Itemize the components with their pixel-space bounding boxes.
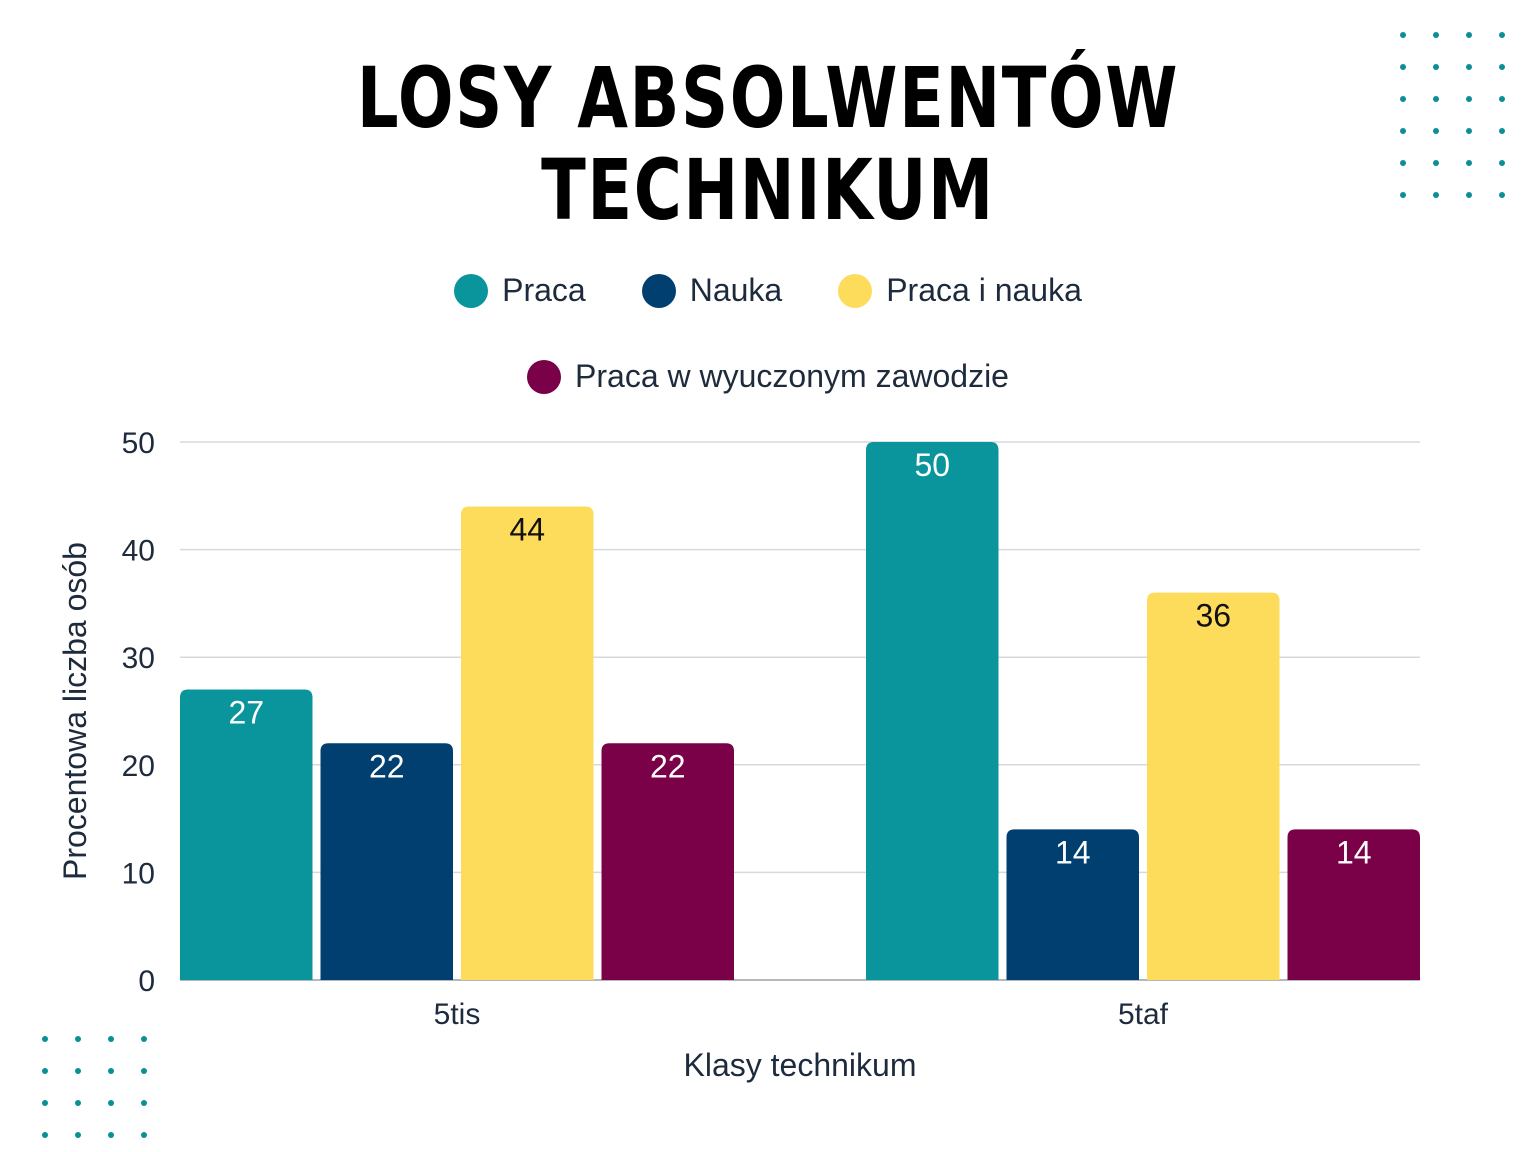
bar-praca-5taf — [866, 442, 999, 980]
decorative-dot — [108, 1132, 114, 1138]
decorative-dot — [1466, 32, 1472, 38]
bar-value-label: 14 — [1055, 834, 1091, 870]
legend-swatch-nauka — [641, 273, 676, 308]
legend-item-nauka: Nauka — [641, 272, 783, 309]
decorative-dot — [1400, 160, 1406, 166]
legend-label-nauka: Nauka — [689, 272, 783, 308]
y-tick-label: 10 — [122, 857, 155, 890]
legend-row-2: Praca w wyuczonym zawodzie — [0, 358, 1536, 395]
decorative-dot — [75, 1036, 81, 1042]
y-tick-label: 30 — [122, 642, 155, 675]
bar-value-label: 27 — [228, 694, 264, 730]
decorative-dot — [1466, 128, 1472, 134]
decorative-dot — [1499, 32, 1505, 38]
bar-praca-i-nauka-5taf — [1147, 592, 1280, 980]
bar-praca-w-wyuczonym-zawodzie-5taf — [1287, 829, 1420, 980]
bar-praca-5tis — [180, 689, 313, 980]
bar-value-label: 50 — [914, 447, 950, 483]
decorative-dot — [1400, 192, 1406, 198]
y-tick-label: 50 — [122, 427, 155, 460]
decorative-dot — [1499, 96, 1505, 102]
legend-label-praca-i-nauka: Praca i nauka — [886, 272, 1082, 308]
decorative-dot — [108, 1068, 114, 1074]
bar-praca-w-wyuczonym-zawodzie-5tis — [601, 743, 734, 980]
decorative-dot — [75, 1132, 81, 1138]
bar-value-label: 22 — [369, 748, 405, 784]
decorative-dot — [108, 1036, 114, 1042]
decorative-dot — [42, 1132, 48, 1138]
decorative-dot — [1499, 192, 1505, 198]
decorative-dot — [42, 1100, 48, 1106]
decorative-dot — [1433, 96, 1439, 102]
decorative-dot — [1400, 128, 1406, 134]
decorative-dot — [1400, 64, 1406, 70]
legend-swatch-praca-i-nauka — [838, 273, 873, 308]
decorative-dot — [141, 1100, 147, 1106]
decorative-dot — [42, 1068, 48, 1074]
chart-title-line-1: LOSY ABSOLWENTÓW — [356, 49, 1180, 147]
decorative-dot — [75, 1068, 81, 1074]
legend-item-praca: Praca — [454, 272, 586, 309]
decorative-dot — [1466, 192, 1472, 198]
decorative-dot — [1433, 64, 1439, 70]
decorative-dot — [42, 1036, 48, 1042]
decorative-dot — [141, 1132, 147, 1138]
bar-nauka-5tis — [320, 743, 453, 980]
legend-label-praca: Praca — [502, 272, 586, 308]
chart-title-line-2: TECHNIKUM — [541, 141, 995, 239]
decorative-dot — [1466, 64, 1472, 70]
decorative-dot — [1400, 96, 1406, 102]
decorative-dot — [1466, 160, 1472, 166]
decorative-dot — [1499, 160, 1505, 166]
bar-praca-i-nauka-5tis — [461, 506, 594, 980]
legend-item-praca-i-nauka: Praca i nauka — [838, 272, 1082, 309]
decorative-dot — [1433, 160, 1439, 166]
y-tick-label: 0 — [138, 965, 155, 998]
decorative-dot — [141, 1036, 147, 1042]
x-tick-label: 5taf — [1118, 998, 1169, 1031]
decorative-dot — [1400, 32, 1406, 38]
bar-value-label: 14 — [1336, 834, 1372, 870]
decorative-dot — [1466, 96, 1472, 102]
y-axis-label: Procentowa liczba osób — [57, 542, 93, 880]
chart-title: LOSY ABSOLWENTÓW TECHNIKUM — [169, 52, 1367, 236]
legend-item-praca-w-zawodzie: Praca w wyuczonym zawodzie — [527, 358, 1009, 395]
legend-swatch-praca-w-zawodzie — [527, 359, 562, 394]
decorative-dot — [1433, 32, 1439, 38]
decorative-dot — [75, 1100, 81, 1106]
decorative-dot — [1499, 128, 1505, 134]
legend-swatch-praca — [454, 273, 489, 308]
y-tick-label: 40 — [122, 535, 155, 568]
decorative-dot — [1499, 64, 1505, 70]
bar-value-label: 44 — [509, 512, 545, 548]
x-axis-label: Klasy technikum — [684, 1047, 917, 1083]
decorative-dot — [141, 1068, 147, 1074]
decorative-dot — [108, 1100, 114, 1106]
y-tick-label: 20 — [122, 750, 155, 783]
bar-nauka-5taf — [1006, 829, 1139, 980]
bar-value-label: 22 — [650, 748, 686, 784]
legend-label-praca-w-zawodzie: Praca w wyuczonym zawodzie — [575, 358, 1009, 394]
x-tick-label: 5tis — [434, 998, 481, 1031]
bar-value-label: 36 — [1195, 598, 1231, 634]
decorative-dot — [1433, 128, 1439, 134]
decorative-dot — [1433, 192, 1439, 198]
legend-row-1: Praca Nauka Praca i nauka — [0, 272, 1536, 309]
